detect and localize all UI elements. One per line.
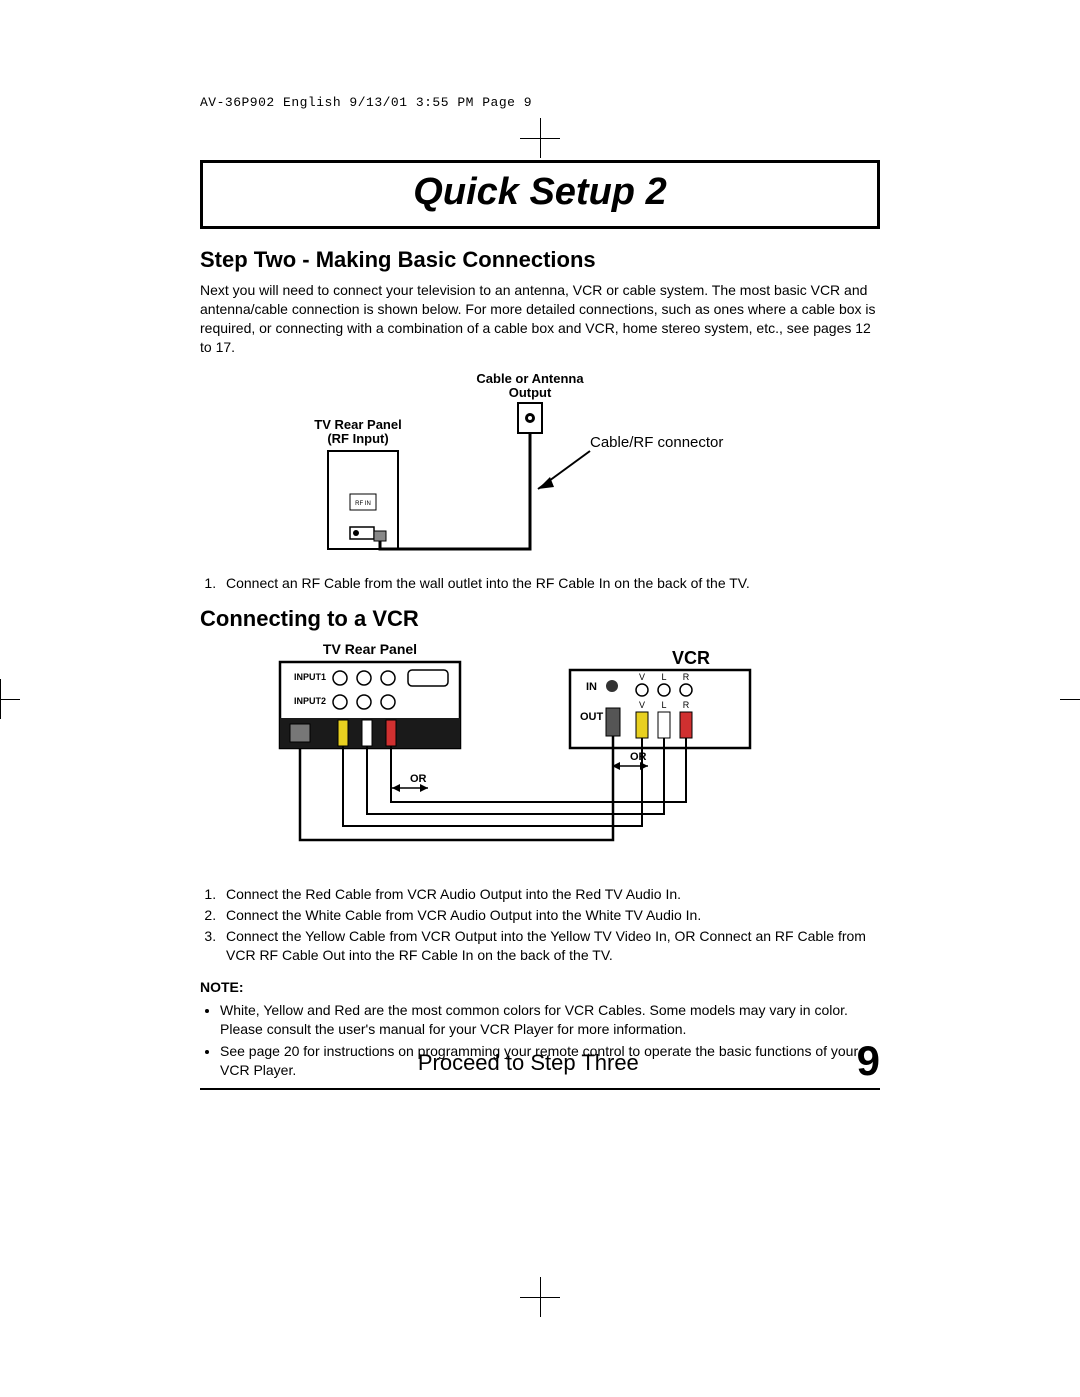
tv-label-1: TV Rear Panel [314, 417, 401, 432]
note-label: NOTE: [200, 979, 880, 995]
page-title: Quick Setup 2 [413, 171, 666, 213]
cable-label-2: Output [509, 385, 552, 400]
file-slug: AV-36P902 English 9/13/01 3:55 PM Page 9 [200, 95, 532, 110]
page-content: Quick Setup 2 Step Two - Making Basic Co… [200, 160, 880, 1090]
svg-text:OUT: OUT [580, 711, 604, 723]
svg-text:INPUT2: INPUT2 [294, 696, 326, 706]
page-footer: Proceed to Step Three 9 [200, 1032, 880, 1090]
cable-label-1: Cable or Antenna [476, 371, 584, 386]
crop-mark-left [0, 679, 20, 719]
section2-step-1: Connect the Red Cable from VCR Audio Out… [220, 885, 880, 904]
proceed-text: Proceed to Step Three [200, 1050, 857, 1082]
svg-text:L: L [661, 700, 666, 710]
section1-steps: Connect an RF Cable from the wall outlet… [200, 574, 880, 593]
svg-text:OR: OR [630, 751, 647, 763]
tv-label-2: (RF Input) [327, 431, 388, 446]
crop-mark-top [520, 118, 560, 158]
section2-step-2: Connect the White Cable from VCR Audio O… [220, 906, 880, 925]
section1-heading: Step Two - Making Basic Connections [200, 247, 880, 273]
vcr-label: VCR [672, 648, 710, 668]
section1-body: Next you will need to connect your telev… [200, 281, 880, 357]
svg-text:OR: OR [410, 773, 427, 785]
section2-heading: Connecting to a VCR [200, 606, 880, 632]
svg-text:RF IN: RF IN [355, 501, 371, 507]
section2-steps: Connect the Red Cable from VCR Audio Out… [200, 885, 880, 965]
crop-mark-bottom [520, 1277, 560, 1317]
arrow-label: Cable/RF connector [590, 434, 723, 451]
svg-text:R: R [683, 672, 690, 682]
svg-text:R: R [683, 700, 690, 710]
svg-text:V: V [639, 700, 645, 710]
svg-text:L: L [661, 672, 666, 682]
svg-text:IN: IN [586, 681, 597, 693]
svg-text:INPUT1: INPUT1 [294, 672, 326, 682]
vcr-diagram: TV Rear Panel INPUT1 INPUT2 [260, 640, 880, 875]
tv-rear-label: TV Rear Panel [323, 641, 417, 657]
antenna-diagram: Cable or Antenna Output TV Rear Panel (R… [260, 369, 880, 564]
page-number: 9 [857, 1040, 880, 1082]
svg-text:V: V [639, 672, 645, 682]
section1-step-1: Connect an RF Cable from the wall outlet… [220, 574, 880, 593]
crop-mark-right [1060, 679, 1080, 719]
page-title-box: Quick Setup 2 [200, 160, 880, 229]
section2-step-3: Connect the Yellow Cable from VCR Output… [220, 927, 880, 965]
